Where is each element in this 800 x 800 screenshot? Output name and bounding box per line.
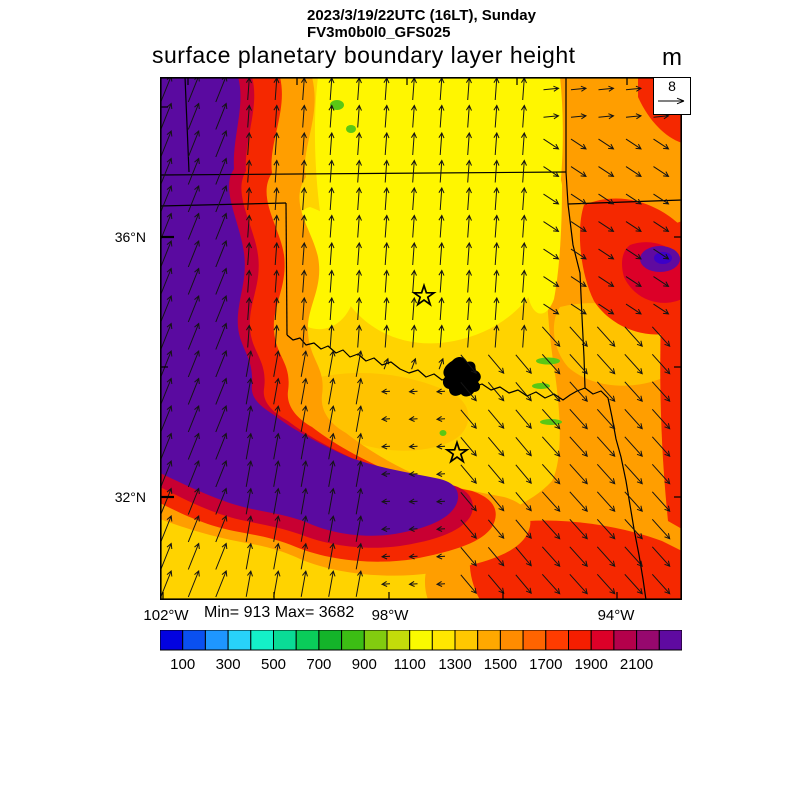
green-spot-1 — [330, 100, 344, 110]
colorbar-tick-label: 1700 — [529, 656, 562, 673]
colorbar-segment — [636, 629, 660, 651]
map-area — [159, 75, 683, 601]
page-title: surface planetary boundary layer height — [152, 42, 576, 68]
green-streak-3 — [540, 419, 562, 425]
colorbar-segment — [454, 629, 479, 651]
units-label: m — [662, 44, 682, 71]
colorbar-tick-label: 900 — [352, 656, 377, 673]
gold-south-center — [311, 373, 469, 451]
border-tx-ar-la — [584, 387, 647, 601]
colorbar-tick-label: 2100 — [620, 656, 653, 673]
colorbar-segment — [227, 629, 252, 651]
reference-arrow-icon — [658, 97, 685, 105]
border-ok-tx-100w — [285, 202, 288, 336]
lat-label-36n: 36°N — [114, 229, 146, 245]
green-spot-3 — [439, 430, 447, 436]
colorbar-segment — [477, 629, 501, 651]
colorbar-segment — [204, 629, 229, 651]
wind-reference-value: 8 — [668, 78, 676, 94]
border-ok-ar — [567, 203, 586, 389]
wind-reference-box: 8 — [653, 77, 691, 115]
colorbar-tick-label: 700 — [306, 656, 331, 673]
purple-west — [160, 77, 459, 536]
map-frame — [160, 77, 683, 601]
colorbar-tick-label: 1500 — [484, 656, 517, 673]
lon-label-94w: 94°W — [597, 607, 635, 624]
lon-label-98w: 98°W — [371, 607, 409, 624]
green-streak-2 — [532, 383, 550, 389]
pbl-heatmap — [159, 75, 683, 601]
lat-label-32n: 32°N — [114, 489, 146, 505]
lon-label-102w: 102°W — [143, 607, 189, 624]
star-marker — [411, 282, 437, 307]
green-spot-2 — [346, 125, 356, 133]
border-ok-mo — [565, 171, 569, 205]
colorbar-segment — [250, 629, 275, 651]
colorbar-segment — [409, 629, 433, 651]
colorbar-tick-label: 1100 — [394, 656, 426, 673]
marker-layer — [411, 282, 470, 464]
star-marker — [444, 439, 470, 464]
colorbar-segment — [658, 629, 683, 651]
colorbar: 100 300 500 700 900 1100 1300 1500 1700 1900 2100 — [159, 629, 683, 675]
colorbar-segment — [386, 629, 411, 651]
colorbar-tick-label: 300 — [216, 656, 241, 673]
bright-yellow-north — [314, 77, 563, 344]
wind-vector-layer — [160, 75, 671, 598]
model-line: FV3m0b0l0_GFS025 — [307, 24, 451, 41]
colorbar-labels: 100 300 500 700 900 1100 1300 1500 1700 1900 2100 — [170, 656, 653, 673]
colorbar-segments — [159, 629, 683, 651]
colorbar-segment — [273, 629, 297, 651]
colorbar-segment — [318, 629, 343, 651]
colorbar-segment — [182, 629, 206, 651]
bright-yellow-east-strip — [523, 166, 562, 314]
datetime-line: 2023/3/19/22UTC (16LT), Sunday — [307, 7, 536, 24]
border-red-river — [286, 334, 586, 401]
colorbar-segment — [499, 629, 524, 651]
colorbar-segment — [545, 629, 569, 651]
colorbar-scale: 100 300 500 700 900 1100 1300 1500 1700 1900 2100 — [159, 629, 683, 673]
colorbar-segment — [363, 629, 388, 651]
field-layer — [160, 77, 682, 600]
colorbar-segment — [341, 629, 365, 651]
border-ks-ok-37n — [159, 171, 567, 176]
colorbar-tick-label: 500 — [261, 656, 286, 673]
indigo-east-core — [654, 252, 672, 264]
header-block: 2023/3/19/22UTC (16LT), Sunday FV3m0b0l0… — [307, 7, 536, 41]
colorbar-segment — [431, 629, 456, 651]
colorbar-segment — [522, 629, 547, 651]
colorbar-segment — [568, 629, 592, 651]
colorbar-segment — [613, 629, 638, 651]
colorbar-segment — [295, 629, 320, 651]
colorbar-segment — [590, 629, 615, 651]
border-ok-panhandle-south — [159, 202, 287, 207]
colorbar-tick-label: 1900 — [575, 656, 608, 673]
colorbar-segment — [159, 629, 184, 651]
minmax-stats: Min= 913 Max= 3682 — [204, 604, 355, 621]
colorbar-tick-label: 100 — [170, 656, 195, 673]
colorbar-tick-label: 1300 — [438, 656, 471, 673]
